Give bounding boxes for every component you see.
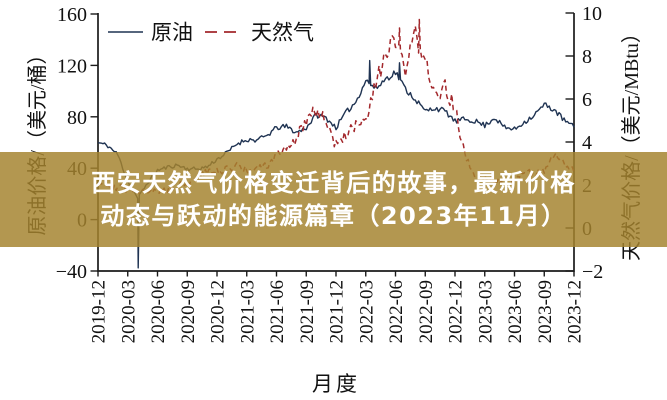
headline-line2: 动态与跃动的能源篇章（2023年11月） [100,201,567,230]
y-tick-label-left: 120 [57,55,87,77]
x-tick-label: 2021-09 [297,280,318,343]
x-tick-label: 2020-09 [178,280,199,343]
x-tick-label: 2022-06 [386,280,407,343]
x-tick-label: 2020-12 [208,280,229,343]
x-tick-label: 2019-12 [89,280,110,343]
y-tick-label-right: 6 [582,89,592,111]
legend-label-crude: 原油 [151,20,193,44]
legend: 原油 天然气 [108,20,314,44]
x-tick-label: 2021-12 [327,280,348,343]
headline-line1: 西安天然气价格变迁背后的故事，最新价格 [91,168,576,197]
y-tick-label-left: 80 [67,107,87,129]
x-tick-label: 2023-12 [565,280,586,343]
x-tick-label: 2023-03 [475,280,496,343]
x-tick-label: 2021-06 [267,280,288,343]
x-tick-label: 2020-06 [148,280,169,343]
x-tick-label: 2022-03 [356,280,377,343]
x-tick-label: 2022-09 [416,280,437,343]
x-tick-label: 2022-12 [446,280,467,343]
y-tick-label-left: 160 [57,4,87,26]
y-tick-label-left: −40 [56,261,87,283]
headline-banner: 西安天然气价格变迁背后的故事，最新价格 动态与跃动的能源篇章（2023年11月） [0,152,667,247]
x-axis-label: 月度 [312,372,360,396]
y-tick-label-right: 8 [582,46,592,68]
x-tick-label: 2023-09 [535,280,556,343]
x-tick-label: 2020-03 [118,280,139,343]
y-tick-label-right: 4 [582,132,592,154]
x-axis: 2019-12 2020-03 2020-06 2020-09 2020-12 2021-… [89,271,586,343]
y-tick-label-right: 10 [582,3,602,25]
x-tick-label: 2023-06 [505,280,526,343]
x-tick-label: 2021-03 [237,280,258,343]
y-tick-label-right: −2 [582,261,603,283]
legend-label-gas: 天然气 [251,20,314,44]
